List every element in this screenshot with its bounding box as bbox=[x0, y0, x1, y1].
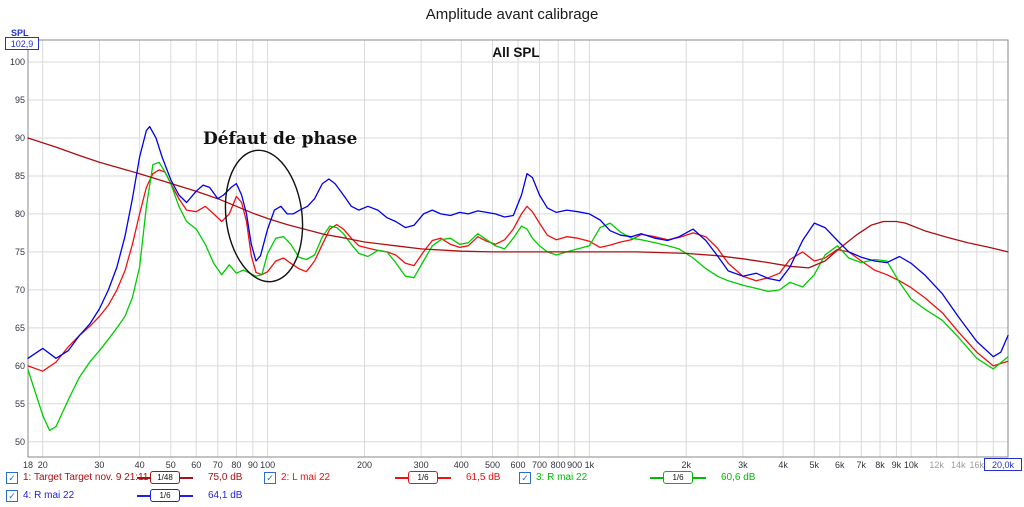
smoothing-badge[interactable]: 1/6 bbox=[150, 489, 180, 502]
y-tick-label: 75 bbox=[15, 247, 25, 257]
smoothing-sample[interactable]: 1/48 bbox=[137, 471, 193, 484]
annotation-ellipse bbox=[224, 149, 304, 283]
spl-axis-label: SPL bbox=[11, 28, 29, 38]
curve-2 bbox=[27, 169, 1009, 372]
x-tick-label: 90 bbox=[248, 460, 258, 470]
x-tick-label: 3k bbox=[738, 460, 748, 470]
y-tick-label: 90 bbox=[15, 133, 25, 143]
x-tick-label: 600 bbox=[510, 460, 525, 470]
smoothing-badge[interactable]: 1/48 bbox=[150, 471, 180, 484]
smoothing-sample[interactable]: 1/6 bbox=[650, 471, 706, 484]
x-tick-label: 700 bbox=[532, 460, 547, 470]
x-tick-label: 2k bbox=[681, 460, 691, 470]
curve-1 bbox=[27, 137, 1009, 269]
y-tick-label: 100 bbox=[10, 57, 25, 67]
x-tick-label: 70 bbox=[213, 460, 223, 470]
x-tick-label: 10k bbox=[904, 460, 919, 470]
x-tick-label: 4k bbox=[778, 460, 788, 470]
y-tick-label: 80 bbox=[15, 209, 25, 219]
curve-4 bbox=[27, 125, 1009, 359]
x-tick-label: 500 bbox=[485, 460, 500, 470]
legend-label[interactable]: 2: L mai 22 bbox=[281, 472, 331, 483]
y-tick-label: 85 bbox=[15, 171, 25, 181]
x-tick-label: 18 bbox=[23, 460, 33, 470]
x-tick-label: 20 bbox=[38, 460, 48, 470]
legend-label[interactable]: 3: R mai 22 bbox=[536, 472, 588, 483]
x-tick-label: 30 bbox=[94, 460, 104, 470]
legend-label[interactable]: 4: R mai 22 bbox=[23, 490, 75, 501]
x-tick-label: 800 bbox=[551, 460, 566, 470]
x-tick-label: 300 bbox=[414, 460, 429, 470]
legend-checkbox[interactable]: ✓ bbox=[6, 472, 18, 484]
x-tick-label: 9k bbox=[892, 460, 902, 470]
x-tick-label: 5k bbox=[810, 460, 820, 470]
legend-value: 60,6 dB bbox=[721, 472, 756, 483]
annotation-text: Défaut de phase bbox=[203, 129, 357, 149]
page-title: Amplitude avant calibrage bbox=[425, 6, 599, 23]
legend-value: 75,0 dB bbox=[208, 472, 243, 483]
y-tick-label: 70 bbox=[15, 285, 25, 295]
freq-max-value-box[interactable]: 20,0k bbox=[984, 458, 1022, 471]
x-tick-label: 900 bbox=[567, 460, 582, 470]
chart-title: All SPL bbox=[492, 45, 539, 60]
spl-frequency-response-chart: 100 95 90 85 80 75 70 65 60 55 50 18 20 30 40 50 60 70 80 9… bbox=[10, 39, 1009, 470]
curve-3 bbox=[27, 161, 1009, 432]
x-tick-label: 14k bbox=[951, 460, 966, 470]
smoothing-badge[interactable]: 1/6 bbox=[663, 471, 693, 484]
x-tick-label: 8k bbox=[875, 460, 885, 470]
y-tick-label: 50 bbox=[15, 437, 25, 447]
y-tick-label: 55 bbox=[15, 399, 25, 409]
x-tick-label: 6k bbox=[835, 460, 845, 470]
x-tick-label: 200 bbox=[357, 460, 372, 470]
x-tick-label: 60 bbox=[191, 460, 201, 470]
legend-checkbox[interactable]: ✓ bbox=[6, 490, 18, 502]
smoothing-badge[interactable]: 1/6 bbox=[408, 471, 438, 484]
legend-checkbox[interactable]: ✓ bbox=[519, 472, 531, 484]
y-tick-label: 60 bbox=[15, 361, 25, 371]
x-tick-label: 40 bbox=[135, 460, 145, 470]
x-tick-label: 400 bbox=[454, 460, 469, 470]
smoothing-sample[interactable]: 1/6 bbox=[395, 471, 451, 484]
x-tick-label: 1k bbox=[585, 460, 595, 470]
legend-checkbox[interactable]: ✓ bbox=[264, 472, 276, 484]
y-tick-label: 95 bbox=[15, 95, 25, 105]
y-tick-label: 65 bbox=[15, 323, 25, 333]
legend-value: 64,1 dB bbox=[208, 490, 243, 501]
spl-top-value-box[interactable]: 102,9 bbox=[5, 37, 39, 50]
x-tick-label: 80 bbox=[231, 460, 241, 470]
x-tick-label: 12k bbox=[929, 460, 944, 470]
x-tick-label: 50 bbox=[166, 460, 176, 470]
x-tick-label: 100 bbox=[260, 460, 275, 470]
plot-border bbox=[27, 39, 1009, 458]
smoothing-sample[interactable]: 1/6 bbox=[137, 489, 193, 502]
x-tick-label: 16k bbox=[970, 460, 985, 470]
legend-label[interactable]: 1: Target Target nov. 9 21:11 bbox=[23, 472, 149, 483]
legend-value: 61,5 dB bbox=[466, 472, 501, 483]
x-tick-label: 7k bbox=[857, 460, 867, 470]
